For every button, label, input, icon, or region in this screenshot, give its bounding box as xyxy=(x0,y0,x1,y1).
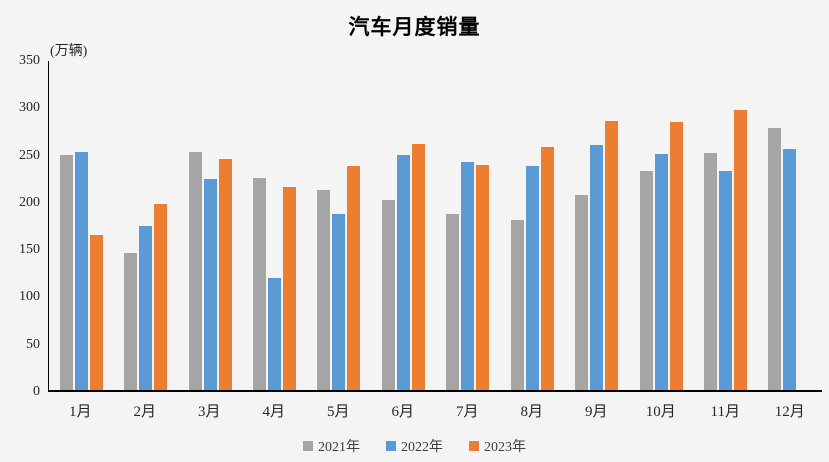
bar xyxy=(540,147,554,390)
bar xyxy=(381,200,395,390)
legend-item: 2021年 xyxy=(303,436,360,456)
bar-group xyxy=(564,61,628,390)
bar xyxy=(282,186,296,390)
bar xyxy=(733,109,747,390)
bar xyxy=(396,155,410,390)
y-axis-tick-label: 150 xyxy=(19,242,40,258)
bar xyxy=(476,165,490,390)
x-axis-tick-label: 5月 xyxy=(326,404,350,420)
legend: 2021年 2022年 2023年 xyxy=(0,436,829,456)
x-axis-tick-label: 9月 xyxy=(584,404,608,420)
bar xyxy=(332,214,346,390)
bar xyxy=(703,153,717,390)
x-axis-tick-label: 12月 xyxy=(774,404,805,420)
x-axis-tick-label: 2月 xyxy=(133,404,156,420)
x-axis: 1月 2月 3月 4月 5月 6月 7月 8月 9月 10月 11月 12月 xyxy=(48,400,822,421)
legend-item: 2023年 xyxy=(469,436,526,456)
x-axis-tick-label: 11月 xyxy=(710,404,740,420)
y-axis-tick-label: 100 xyxy=(19,289,40,305)
legend-item: 2022年 xyxy=(386,436,443,456)
bar-group xyxy=(242,61,306,390)
bar xyxy=(203,179,217,390)
y-axis-tick-label: 50 xyxy=(26,336,40,352)
bar xyxy=(139,226,153,390)
x-axis-tick-label: 4月 xyxy=(262,404,285,420)
bar xyxy=(89,234,103,390)
bar xyxy=(783,149,797,390)
x-axis-tick-label: 7月 xyxy=(455,404,479,420)
bar xyxy=(74,152,88,390)
bar xyxy=(124,252,138,390)
bar xyxy=(669,122,683,390)
y-axis-tick-label: 300 xyxy=(19,100,40,116)
bar-group xyxy=(49,61,113,390)
bar-group xyxy=(629,61,693,390)
legend-label: 2023年 xyxy=(484,440,526,455)
bar xyxy=(718,170,732,390)
bar-group xyxy=(307,61,371,390)
x-axis-tick-label: 1月 xyxy=(68,404,92,420)
bar-group xyxy=(436,61,500,390)
bar xyxy=(446,214,460,390)
chart-title: 汽车月度销量 xyxy=(348,15,481,39)
y-axis-unit-label: (万辆) xyxy=(50,44,88,59)
plot-area xyxy=(48,61,822,392)
bar xyxy=(510,219,524,390)
legend-label: 2022年 xyxy=(401,440,443,455)
legend-swatch-icon xyxy=(303,441,313,451)
bar-group xyxy=(113,61,177,390)
y-axis-tick-label: 200 xyxy=(19,194,40,210)
bar-group xyxy=(500,61,564,390)
bar xyxy=(590,144,604,390)
y-axis-tick-label: 250 xyxy=(19,147,40,163)
y-axis: 0 50 100 150 200 250 300 350 xyxy=(0,54,40,399)
bar xyxy=(188,152,202,390)
bar xyxy=(411,143,425,390)
bar-group xyxy=(758,61,822,390)
legend-label: 2021年 xyxy=(318,440,360,455)
x-axis-tick-label: 3月 xyxy=(197,404,221,420)
legend-swatch-icon xyxy=(469,441,479,451)
bar xyxy=(154,203,168,390)
bar xyxy=(654,154,668,390)
bar xyxy=(768,127,782,390)
bar xyxy=(575,195,589,390)
bar-group xyxy=(371,61,435,390)
bar xyxy=(267,278,281,390)
bar-group xyxy=(693,61,757,390)
bar xyxy=(525,166,539,390)
legend-swatch-icon xyxy=(386,441,396,451)
x-axis-tick-label: 8月 xyxy=(520,404,543,420)
bar xyxy=(347,166,361,390)
bar xyxy=(59,155,73,390)
bar-group xyxy=(178,61,242,390)
bar xyxy=(317,189,331,390)
bar xyxy=(605,121,619,390)
x-axis-tick-label: 6月 xyxy=(391,404,414,420)
y-axis-tick-label: 350 xyxy=(19,53,40,68)
y-axis-tick-label: 0 xyxy=(33,384,40,399)
x-axis-tick-label: 10月 xyxy=(645,404,676,420)
bar xyxy=(218,158,232,390)
bar xyxy=(639,170,653,390)
plot-groups xyxy=(49,61,822,390)
bar xyxy=(252,177,266,390)
bar xyxy=(461,161,475,390)
